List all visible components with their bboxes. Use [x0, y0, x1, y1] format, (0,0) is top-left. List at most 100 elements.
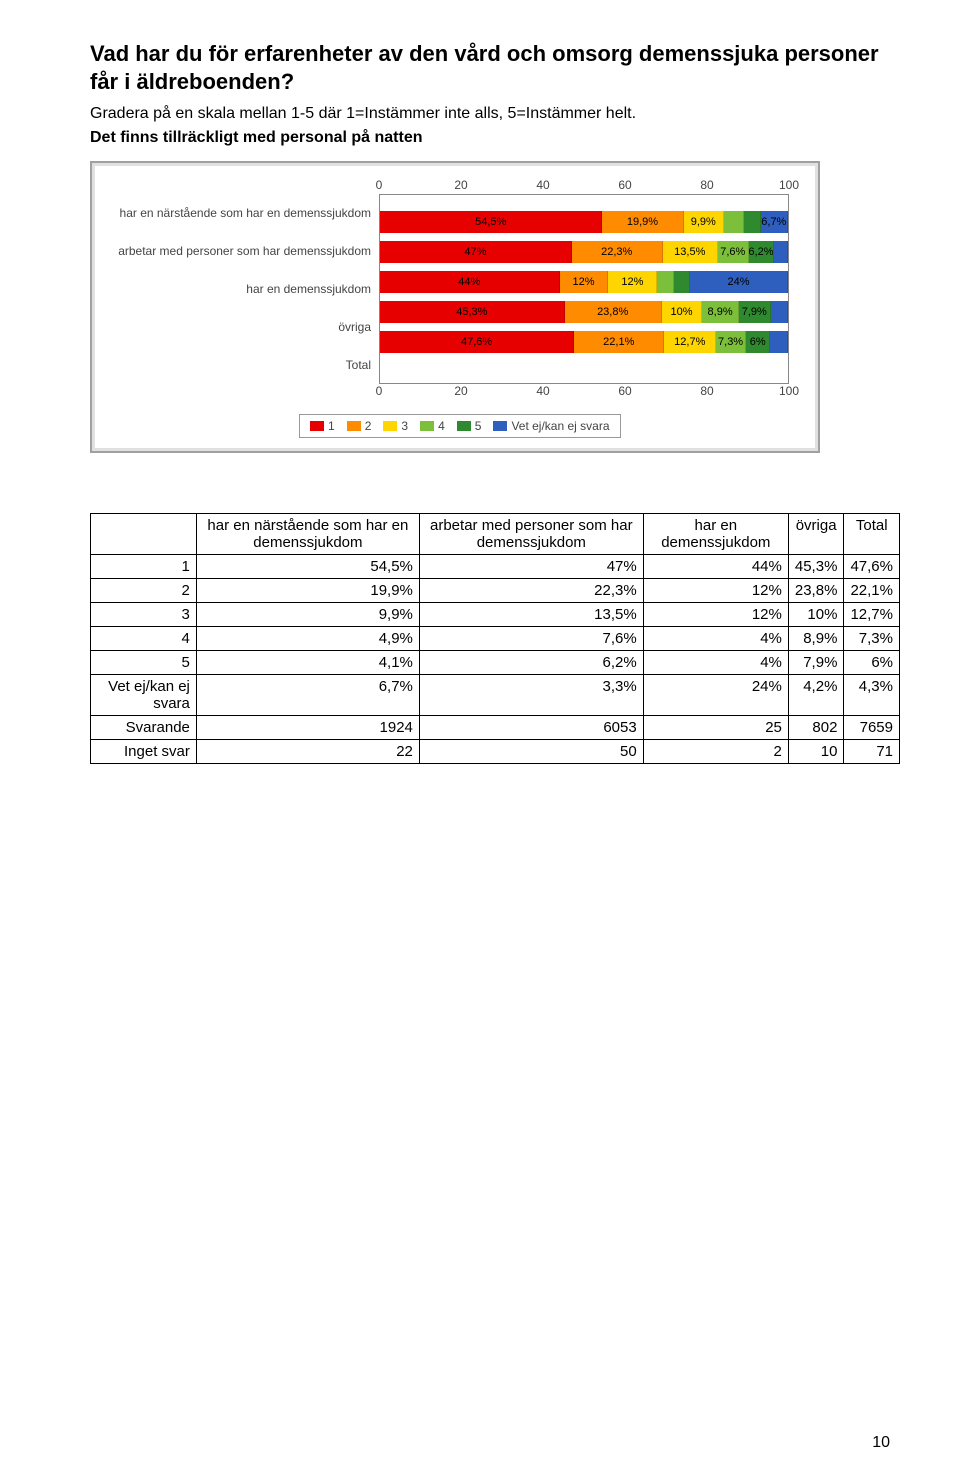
axis-tick-label: 40: [536, 384, 549, 398]
bar-segment: 44%: [380, 271, 560, 293]
table-row: Vet ej/kan ej svara6,7%3,3%24%4,2%4,3%: [91, 675, 900, 716]
table-row: 44,9%7,6%4%8,9%7,3%: [91, 627, 900, 651]
table-cell: 5: [91, 651, 197, 675]
table-header-cell: arbetar med personer som har demenssjukd…: [419, 514, 643, 555]
table-cell: 4,3%: [844, 675, 900, 716]
legend-swatch: [420, 421, 434, 431]
bar-segment: 7,6%: [718, 241, 749, 263]
bar-segment: [744, 211, 761, 233]
table-row: 39,9%13,5%12%10%12,7%: [91, 603, 900, 627]
bar-segment: 12%: [608, 271, 657, 293]
bar-segment: [774, 241, 787, 263]
table-cell: 12%: [643, 579, 788, 603]
table-cell: 3: [91, 603, 197, 627]
table-cell: 23,8%: [788, 579, 844, 603]
table-cell: 4,1%: [196, 651, 419, 675]
y-axis-labels: har en närstående som har en demenssjukd…: [109, 194, 379, 384]
scale-subtitle: Gradera på en skala mellan 1-5 där 1=Ins…: [90, 105, 900, 123]
bar-segment: 12%: [560, 271, 609, 293]
bar-segment: 45,3%: [380, 301, 565, 323]
legend-label: 5: [475, 419, 482, 433]
table-cell: 3,3%: [419, 675, 643, 716]
table-cell: 1: [91, 555, 197, 579]
table-cell: 4%: [643, 627, 788, 651]
legend-swatch: [347, 421, 361, 431]
bar-segment: 9,9%: [684, 211, 724, 233]
table-row: Inget svar225021071: [91, 740, 900, 764]
axis-tick-label: 20: [454, 178, 467, 192]
table-cell: 71: [844, 740, 900, 764]
chart-inner: 0 20 40 60 80 100 har en närstående som har e…: [95, 166, 815, 448]
bar-segment: [771, 301, 788, 323]
bar-segment: 6,7%: [761, 211, 788, 233]
legend-item: 5: [457, 419, 482, 433]
legend-swatch: [457, 421, 471, 431]
y-axis-label: övriga: [109, 308, 379, 346]
legend-swatch: [493, 421, 507, 431]
axis-tick-label: 60: [618, 384, 631, 398]
legend-swatch: [383, 421, 397, 431]
table-header-cell: Total: [844, 514, 900, 555]
top-axis: 020406080100: [109, 178, 801, 194]
bar-segment: 8,9%: [702, 301, 738, 323]
table-cell: 10: [788, 740, 844, 764]
page-number: 10: [872, 1434, 890, 1452]
bar-segment: 24%: [690, 271, 788, 293]
chart-container: 0 20 40 60 80 100 har en närstående som har e…: [90, 161, 820, 453]
table-cell: 13,5%: [419, 603, 643, 627]
table-row: 54,1%6,2%4%7,9%6%: [91, 651, 900, 675]
y-axis-label: har en närstående som har en demenssjukd…: [109, 194, 379, 232]
legend-label: 1: [328, 419, 335, 433]
bar-segment: 6%: [746, 331, 770, 353]
bar-segment: 47%: [380, 241, 572, 263]
table-cell: 22: [196, 740, 419, 764]
bar-segment: 22,1%: [574, 331, 664, 353]
legend-item: 1: [310, 419, 335, 433]
axis-tick-label: 80: [700, 178, 713, 192]
table-cell: 4,9%: [196, 627, 419, 651]
table-header-cell: har en närstående som har en demenssjukd…: [196, 514, 419, 555]
axis-tick-label: 100: [779, 384, 799, 398]
legend-swatch: [310, 421, 324, 431]
table-row: 154,5%47%44%45,3%47,6%: [91, 555, 900, 579]
bar-row: 47%22,3%13,5%7,6%6,2%: [380, 241, 788, 263]
table-cell: 6,2%: [419, 651, 643, 675]
bar-segment: 19,9%: [602, 211, 683, 233]
axis-tick-label: 0: [376, 178, 383, 192]
bar-segment: 7,9%: [739, 301, 771, 323]
table-cell: 10%: [788, 603, 844, 627]
table-cell: 44%: [643, 555, 788, 579]
bar-segment: 7,3%: [716, 331, 746, 353]
table-row: 219,9%22,3%12%23,8%22,1%: [91, 579, 900, 603]
bottom-axis: 020406080100: [109, 384, 801, 400]
table-cell: 12%: [643, 603, 788, 627]
page-title: Vad har du för erfarenheter av den vård …: [90, 40, 900, 95]
table-cell: 4%: [643, 651, 788, 675]
table-cell: 802: [788, 716, 844, 740]
bar-segment: 47,6%: [380, 331, 574, 353]
table-header-cell: har en demenssjukdom: [643, 514, 788, 555]
table-header-cell: [91, 514, 197, 555]
table-cell: 54,5%: [196, 555, 419, 579]
data-table: har en närstående som har en demenssjukd…: [90, 513, 900, 764]
table-cell: 7659: [844, 716, 900, 740]
bar-segment: 6,2%: [749, 241, 774, 263]
table-cell: 25: [643, 716, 788, 740]
table-cell: 24%: [643, 675, 788, 716]
table-cell: 7,9%: [788, 651, 844, 675]
axis-tick-label: 20: [454, 384, 467, 398]
table-header-cell: övriga: [788, 514, 844, 555]
legend-item: 4: [420, 419, 445, 433]
bar-segment: 10%: [662, 301, 703, 323]
bar-segment: [674, 271, 690, 293]
table-cell: 45,3%: [788, 555, 844, 579]
table-cell: 4: [91, 627, 197, 651]
table-cell: Svarande: [91, 716, 197, 740]
bar-segment: 22,3%: [572, 241, 663, 263]
legend-label: 2: [365, 419, 372, 433]
table-cell: 2: [643, 740, 788, 764]
table-cell: 7,3%: [844, 627, 900, 651]
y-axis-label: arbetar med personer som har demenssjukd…: [109, 232, 379, 270]
table-cell: 6,7%: [196, 675, 419, 716]
legend-item: 3: [383, 419, 408, 433]
